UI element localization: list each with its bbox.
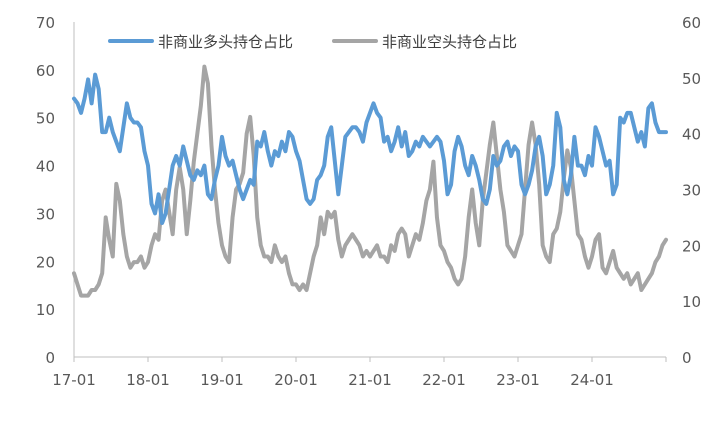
- y-left-tick-label: 50: [36, 110, 55, 128]
- y-right-tick-label: 20: [682, 237, 701, 255]
- axes: 0 10 20 30 40 50 60 70 0 10 20 30 40 50 60 17-01 18-01 19…: [36, 14, 701, 389]
- series-lines: [72, 64, 668, 298]
- y-right-tick-label: 0: [682, 349, 692, 367]
- y-left-tick-label: 70: [36, 14, 55, 32]
- y-right-tick-label: 10: [682, 293, 701, 311]
- legend: 非商业多头持仓占比 非商业空头持仓占比: [108, 33, 517, 51]
- x-tick-label: 24-01: [570, 371, 614, 389]
- legend-label: 非商业空头持仓占比: [382, 33, 517, 51]
- series-line-1: [72, 64, 668, 298]
- y-right-tick-label: 40: [682, 126, 701, 144]
- y-right-tick-label: 30: [682, 182, 701, 200]
- y-right-tick-label: 50: [682, 70, 701, 88]
- y-left-tick-label: 30: [36, 205, 55, 223]
- x-tick-label: 18-01: [126, 371, 170, 389]
- x-tick-label: 23-01: [496, 371, 540, 389]
- series-line-0: [72, 72, 668, 225]
- x-tick-label: 21-01: [348, 371, 392, 389]
- x-tick-label: 22-01: [422, 371, 466, 389]
- y-right-tick-label: 60: [682, 14, 701, 32]
- y-left-tick-label: 60: [36, 62, 55, 80]
- y-left-tick-label: 40: [36, 158, 55, 176]
- y-left-tick-label: 10: [36, 301, 55, 319]
- x-tick-label: 19-01: [200, 371, 244, 389]
- x-tick-label: 17-01: [52, 371, 96, 389]
- y-left-tick-label: 20: [36, 253, 55, 271]
- legend-label: 非商业多头持仓占比: [158, 33, 293, 51]
- x-tick-label: 20-01: [274, 371, 318, 389]
- y-left-tick-label: 0: [45, 349, 55, 367]
